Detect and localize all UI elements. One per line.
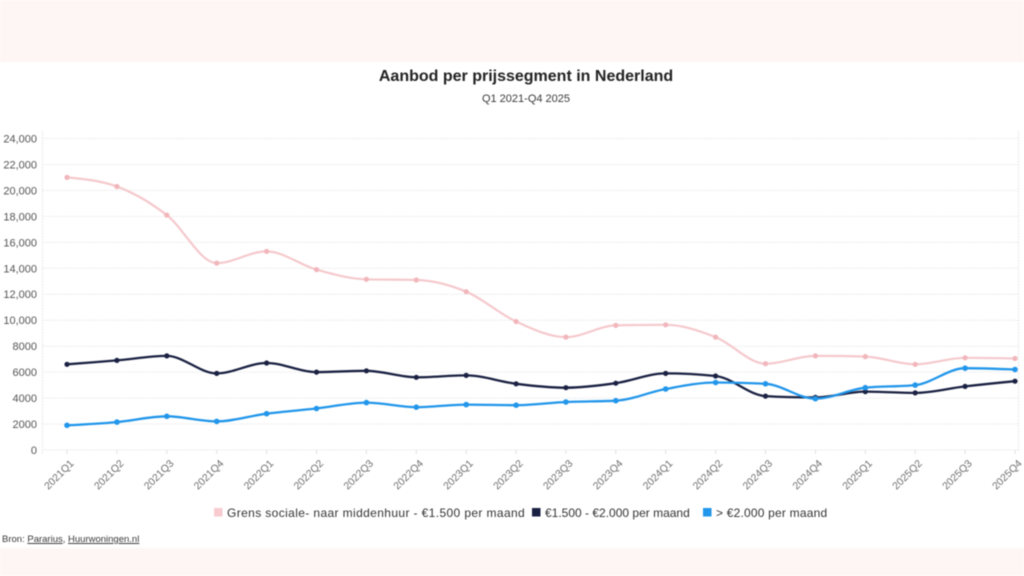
svg-text:2023Q1: 2023Q1 [442,458,476,492]
svg-text:24,000: 24,000 [3,134,37,146]
svg-text:2024Q2: 2024Q2 [691,458,725,492]
svg-text:2024Q3: 2024Q3 [741,458,775,492]
svg-text:22,000: 22,000 [3,160,37,172]
svg-text:€1.500 - €2.000 per maand: €1.500 - €2.000 per maand [545,506,690,520]
svg-text:Aanbod per prijssegment in Ned: Aanbod per prijssegment in Nederland [379,68,673,85]
svg-text:2000: 2000 [13,419,37,431]
svg-text:2023Q2: 2023Q2 [492,458,526,492]
svg-text:2022Q1: 2022Q1 [242,458,276,492]
svg-text:14,000: 14,000 [3,263,37,275]
svg-text:6000: 6000 [13,367,37,379]
svg-text:2024Q4: 2024Q4 [791,458,825,492]
svg-text:2021Q1: 2021Q1 [43,458,77,492]
svg-text:20,000: 20,000 [3,185,37,197]
svg-text:16,000: 16,000 [3,237,37,249]
svg-text:4000: 4000 [13,393,37,405]
svg-text:2025Q2: 2025Q2 [891,458,925,492]
svg-text:Bron: Pararius, Huurwoningen.n: Bron: Pararius, Huurwoningen.nl [2,534,139,545]
svg-text:2023Q4: 2023Q4 [591,458,625,492]
svg-text:2021Q2: 2021Q2 [93,458,127,492]
svg-text:12,000: 12,000 [3,289,37,301]
svg-text:2024Q1: 2024Q1 [641,458,675,492]
svg-text:10,000: 10,000 [3,315,37,327]
svg-text:Q1 2021-Q4 2025: Q1 2021-Q4 2025 [482,93,570,105]
svg-text:2025Q3: 2025Q3 [941,458,975,492]
svg-text:2021Q3: 2021Q3 [142,458,176,492]
svg-text:Grens sociale- naar middenhuur: Grens sociale- naar middenhuur - €1.500 … [227,506,525,520]
svg-text:18,000: 18,000 [3,211,37,223]
svg-text:2025Q4: 2025Q4 [991,458,1024,492]
svg-text:2022Q2: 2022Q2 [292,458,326,492]
svg-text:2021Q4: 2021Q4 [192,458,226,492]
svg-text:2023Q3: 2023Q3 [542,458,576,492]
svg-text:2022Q3: 2022Q3 [342,458,376,492]
svg-text:0: 0 [31,445,37,457]
svg-text:8000: 8000 [13,341,37,353]
svg-text:2022Q4: 2022Q4 [392,458,426,492]
svg-text:> €2.000 per maand: > €2.000 per maand [716,506,827,520]
svg-text:2025Q1: 2025Q1 [841,458,875,492]
